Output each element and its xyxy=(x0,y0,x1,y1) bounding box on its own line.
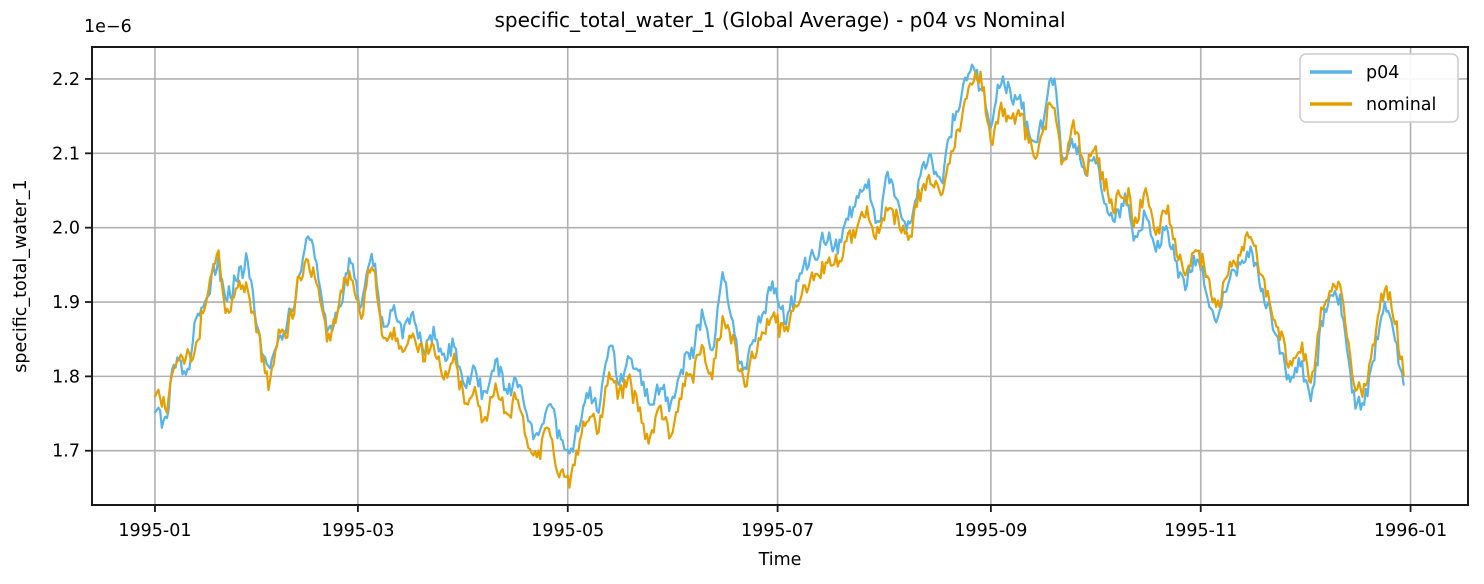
y-axis-label: specific_total_water_1 xyxy=(11,179,31,372)
series-group xyxy=(153,63,1405,489)
x-tick-label: 1995-03 xyxy=(321,521,394,541)
x-axis-label: Time xyxy=(758,550,802,570)
x-tick-label: 1996-01 xyxy=(1374,521,1447,541)
legend-label-p04: p04 xyxy=(1366,63,1399,83)
gridlines xyxy=(92,47,1468,505)
tick-marks xyxy=(85,78,1412,512)
legend-label-nominal: nominal xyxy=(1366,95,1436,115)
y-tick-label: 1.7 xyxy=(52,442,80,462)
series-line-p04 xyxy=(153,63,1405,455)
x-tick-label: 1995-01 xyxy=(118,521,191,541)
y-tick-label: 1.8 xyxy=(52,367,80,387)
chart-title: specific_total_water_1 (Global Average) … xyxy=(494,8,1065,32)
tick-labels: 1995-01 1995-03 1995-05 1995-07 1995-09 1995-… xyxy=(52,70,1447,541)
y-tick-label: 2.2 xyxy=(52,70,80,90)
y-tick-label: 1.9 xyxy=(52,293,80,313)
x-tick-label: 1995-07 xyxy=(741,521,814,541)
axes-spines xyxy=(91,46,1469,506)
y-tick-label: 2.1 xyxy=(52,144,80,164)
series-line-nominal xyxy=(153,70,1405,489)
y-tick-label: 2.0 xyxy=(52,219,80,239)
legend: p04 nominal xyxy=(1299,53,1459,123)
x-tick-label: 1995-09 xyxy=(954,521,1027,541)
x-tick-label: 1995-11 xyxy=(1164,521,1237,541)
x-tick-label: 1995-05 xyxy=(531,521,604,541)
y-offset-label: 1e−6 xyxy=(84,17,132,37)
